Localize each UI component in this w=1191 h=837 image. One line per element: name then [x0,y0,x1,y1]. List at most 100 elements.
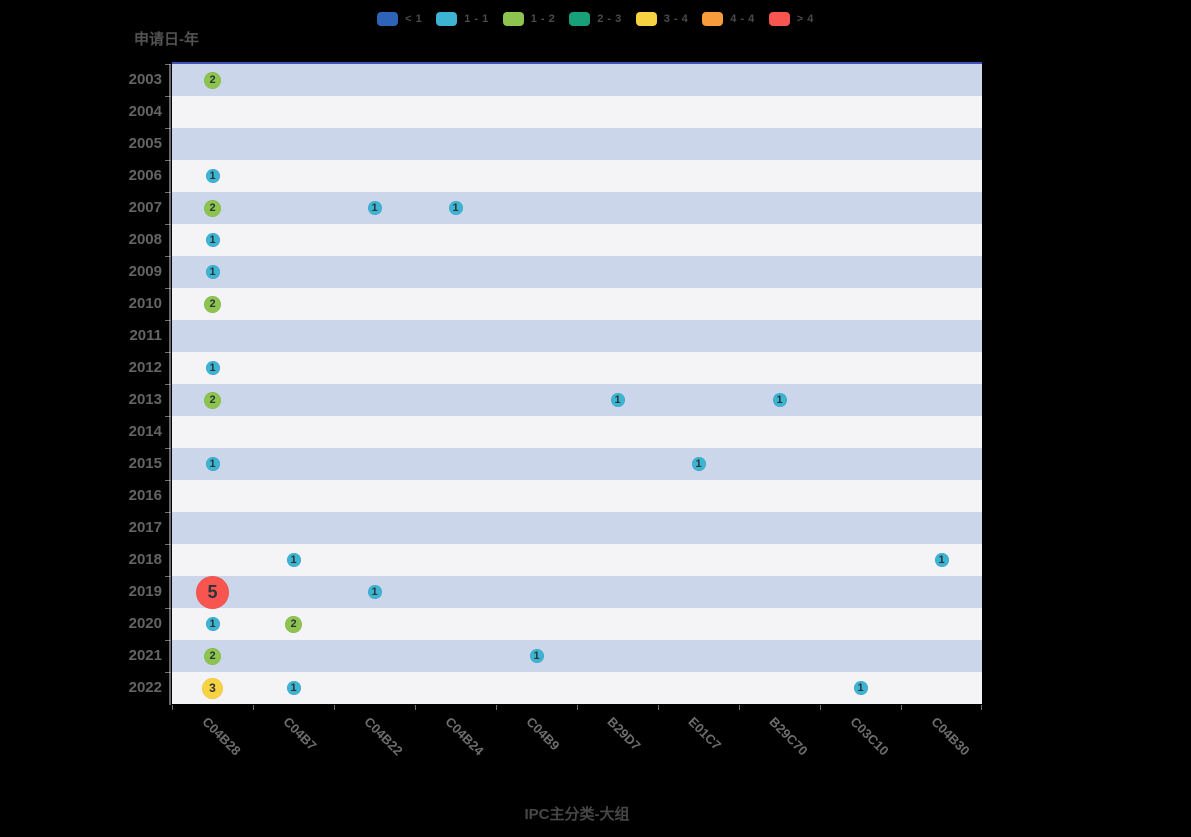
bubble-2003-C04B28[interactable]: 2 [204,71,221,89]
bubble-2018-C04B30[interactable]: 1 [934,553,949,567]
bubble-value: 3 [209,681,216,695]
x-axis-title: IPC主分类-大组 [524,806,630,823]
bubble-2008-C04B28[interactable]: 1 [205,233,220,247]
row-band-2020 [172,608,982,640]
x-axis-label-C04B22: C04B22 [360,714,406,759]
row-band-2022 [172,672,982,704]
x-axis-label-C04B30: C04B30 [927,714,973,759]
y-axis-tick [165,320,171,321]
y-axis-label-2008: 2008 [128,231,162,248]
bubble-2019-C04B28[interactable]: 5 [196,575,229,609]
x-axis-tick [253,705,254,710]
legend-item-label: > 4 [796,13,814,25]
bubble-value: 2 [209,649,216,662]
row-band-2009 [172,256,982,288]
bubble-2012-C04B28[interactable]: 1 [205,361,220,375]
row-band-2007 [172,192,982,224]
y-axis-label-2010: 2010 [128,295,162,312]
y-axis-tick [165,64,171,65]
y-axis-label-2019: 2019 [128,583,162,600]
y-axis-tick [165,128,171,129]
row-band-2015 [172,448,982,480]
y-axis-tick [165,672,171,673]
bubble-2015-E01C7[interactable]: 1 [691,457,706,471]
y-axis-tick [165,544,171,545]
bubble-2021-C04B28[interactable]: 2 [204,647,221,665]
bubble-value: 1 [371,585,378,598]
row-band-2005 [172,128,982,160]
row-band-2010 [172,288,982,320]
row-band-2017 [172,512,982,544]
bubble-value: 2 [209,393,216,406]
y-axis-tick [165,640,171,641]
legend-item-label: < 1 [405,13,423,25]
y-axis-label-2016: 2016 [128,487,162,504]
y-axis-label-2012: 2012 [128,359,162,376]
bubble-2021-C04B9[interactable]: 1 [529,649,544,663]
legend-item-label: 4 - 4 [730,13,755,25]
bubble-2013-C04B28[interactable]: 2 [204,391,221,409]
y-axis-label-2011: 2011 [129,327,162,344]
bubble-2022-C04B7[interactable]: 1 [286,681,301,695]
bubble-2007-C04B24[interactable]: 1 [448,201,463,215]
legend-swatch-icon [377,12,399,26]
legend-swatch-icon [768,12,790,26]
legend-item-label: 1 - 2 [530,13,556,25]
bubble-2019-C04B22[interactable]: 1 [367,585,382,599]
legend-item-4-4[interactable]: 4 - 4 [702,12,755,26]
bubble-2007-C04B28[interactable]: 2 [204,199,221,217]
x-axis-tick [334,705,335,710]
legend-item-1-2[interactable]: 1 - 2 [502,12,556,26]
y-axis-label-2015: 2015 [128,455,162,472]
row-band-2019 [172,576,982,608]
legend-item->4[interactable]: > 4 [768,12,814,26]
row-band-2021 [172,640,982,672]
bubble-2020-C04B28[interactable]: 1 [205,617,220,631]
y-axis-title: 申请日-年 [134,31,199,48]
legend-swatch-icon [569,12,591,26]
bubble-2013-B29C70[interactable]: 1 [772,393,787,407]
bubble-2020-C04B7[interactable]: 2 [285,615,302,633]
bubble-value: 2 [209,297,216,310]
bubble-2022-C04B28[interactable]: 3 [202,677,223,699]
y-axis-tick [165,512,171,513]
legend-item-2-3[interactable]: 2 - 3 [569,12,622,26]
x-axis-tick [981,705,982,710]
bubble-value: 1 [209,169,216,182]
bubble-value: 1 [371,201,378,214]
bubble-value: 2 [209,73,216,86]
bubble-2010-C04B28[interactable]: 2 [204,295,221,313]
bubble-value: 1 [209,457,216,470]
row-band-2006 [172,160,982,192]
legend-item-3-4[interactable]: 3 - 4 [635,12,689,26]
y-axis-label-2014: 2014 [128,423,162,440]
legend-swatch-icon [502,12,524,26]
bubble-value: 1 [776,393,783,406]
y-axis-label-2004: 2004 [128,103,162,120]
bubble-2015-C04B28[interactable]: 1 [205,457,220,471]
x-axis-label-C03C10: C03C10 [846,714,892,759]
bubble-value: 1 [452,201,459,214]
y-axis-tick [165,352,171,353]
y-axis-tick [165,480,171,481]
x-axis-tick [820,705,821,710]
x-axis-tick [172,705,173,710]
x-axis-label-C04B9: C04B9 [522,714,563,754]
bubble-2009-C04B28[interactable]: 1 [205,265,220,279]
legend-item-label: 1 - 1 [464,13,489,25]
bubble-2006-C04B28[interactable]: 1 [205,169,220,183]
bubble-2018-C04B7[interactable]: 1 [286,553,301,567]
bubble-2013-B29D7[interactable]: 1 [610,393,625,407]
bubble-2022-C03C10[interactable]: 1 [853,681,868,695]
x-axis-tick [901,705,902,710]
bubble-2007-C04B22[interactable]: 1 [367,201,382,215]
y-axis-label-2006: 2006 [128,167,162,184]
y-axis-label-2007: 2007 [128,199,162,216]
legend-item-1-1[interactable]: 1 - 1 [436,12,489,26]
row-band-2008 [172,224,982,256]
legend-item-<1[interactable]: < 1 [377,12,422,26]
y-axis-label-2022: 2022 [128,679,162,696]
bubble-value: 2 [209,201,216,214]
bubble-value: 1 [857,681,864,694]
